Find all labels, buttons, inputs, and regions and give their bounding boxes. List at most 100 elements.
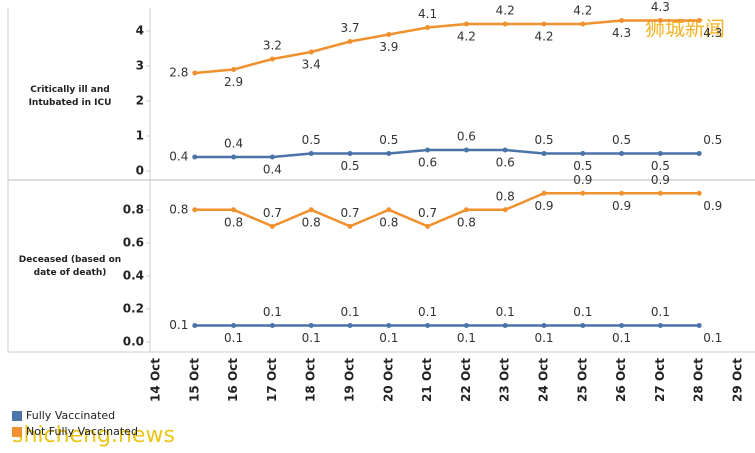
data-label: 4.2 <box>496 4 515 18</box>
data-label: 4.3 <box>703 26 722 40</box>
x-tick-label: 17 Oct <box>265 358 279 402</box>
y-tick-label: 4 <box>136 24 144 38</box>
y-tick-label: 0.6 <box>123 235 144 249</box>
x-tick-label: 24 Oct <box>537 358 551 402</box>
data-label: 0.1 <box>263 305 282 319</box>
point <box>308 151 314 156</box>
point <box>619 151 625 156</box>
y-tick-label: 0.0 <box>123 335 144 349</box>
x-tick-label: 15 Oct <box>187 358 201 402</box>
point <box>463 322 469 328</box>
point <box>231 67 237 72</box>
point <box>580 322 586 328</box>
data-label: 0.9 <box>651 173 670 187</box>
point <box>347 151 353 156</box>
point <box>502 21 508 27</box>
point <box>425 223 431 229</box>
x-tick-label: 21 Oct <box>420 358 434 402</box>
point <box>347 223 353 229</box>
point <box>425 25 431 30</box>
point <box>386 32 392 37</box>
point <box>696 190 702 196</box>
data-label: 0.1 <box>340 305 359 319</box>
point <box>308 322 314 328</box>
data-label: 4.3 <box>651 0 670 14</box>
data-label: 0.5 <box>379 133 398 147</box>
data-label: 0.8 <box>496 189 515 203</box>
data-label: 0.6 <box>457 130 476 144</box>
legend-swatch <box>12 411 22 421</box>
data-label: 0.8 <box>169 202 188 216</box>
x-tick-label: 27 Oct <box>653 358 667 402</box>
data-label: 3.9 <box>379 40 398 54</box>
point <box>580 21 586 27</box>
data-label: 4.2 <box>534 30 553 44</box>
point <box>619 190 625 196</box>
x-tick-label: 19 Oct <box>343 358 357 402</box>
point <box>580 190 586 196</box>
point <box>657 322 663 328</box>
y-tick-label: 1 <box>136 129 144 143</box>
legend-label: Fully Vaccinated <box>26 409 115 422</box>
data-label: 0.6 <box>496 156 515 170</box>
data-label: 0.5 <box>612 133 631 147</box>
line-series <box>194 19 700 75</box>
data-label: 0.6 <box>418 156 437 170</box>
point <box>463 207 469 213</box>
x-tick-label: 28 Oct <box>692 358 706 402</box>
data-label: 0.7 <box>340 206 359 220</box>
data-label: 0.4 <box>169 150 188 164</box>
x-tick-label: 18 Oct <box>304 358 318 402</box>
data-label: 0.7 <box>418 206 437 220</box>
data-label: 0.1 <box>224 331 243 345</box>
data-label: 0.7 <box>263 206 282 220</box>
data-label: 0.9 <box>612 199 631 213</box>
data-label: 2.8 <box>169 66 188 80</box>
data-label: 0.1 <box>302 331 321 345</box>
x-tick-label: 29 Oct <box>731 358 745 402</box>
point <box>308 49 314 55</box>
point <box>463 147 469 153</box>
y-tick-label: 0.2 <box>123 301 144 315</box>
point <box>386 322 392 328</box>
data-label: 0.1 <box>379 331 398 345</box>
point <box>541 21 547 27</box>
data-label: 0.1 <box>169 318 188 332</box>
x-tick-label: 23 Oct <box>498 358 512 402</box>
point <box>269 322 275 328</box>
data-label: 0.4 <box>263 163 282 177</box>
data-label: 0.1 <box>418 305 437 319</box>
data-label: 4.3 <box>612 26 631 40</box>
data-label: 0.5 <box>534 133 553 147</box>
point <box>502 207 508 213</box>
point <box>231 154 237 160</box>
point <box>269 154 275 160</box>
point <box>192 70 198 76</box>
point <box>502 322 508 328</box>
point <box>231 322 237 328</box>
data-label: 0.9 <box>703 199 722 213</box>
point <box>192 322 198 328</box>
data-label: 2.9 <box>224 75 243 89</box>
line-series <box>194 148 700 159</box>
data-label: 3.4 <box>302 58 321 72</box>
legend-swatch <box>12 427 22 437</box>
point <box>619 322 625 328</box>
data-label: 0.1 <box>612 331 631 345</box>
data-label: 0.4 <box>224 137 243 151</box>
panel-title: Deceased (based on date of death) <box>19 255 121 278</box>
data-label: 4.2 <box>457 30 476 44</box>
line-series <box>194 192 700 228</box>
data-label: 0.1 <box>651 305 670 319</box>
point <box>347 39 353 44</box>
point <box>231 207 237 213</box>
data-label: 0.5 <box>573 159 592 173</box>
point <box>425 147 431 153</box>
point <box>347 322 353 328</box>
point <box>580 151 586 156</box>
point <box>696 18 702 23</box>
data-label: 0.8 <box>457 215 476 229</box>
point <box>386 207 392 213</box>
